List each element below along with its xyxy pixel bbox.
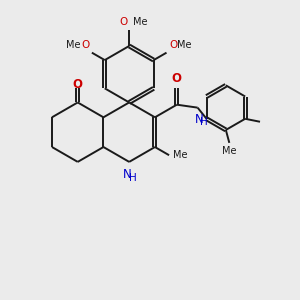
Text: Me: Me <box>222 146 237 156</box>
Text: O: O <box>119 17 128 27</box>
Text: O: O <box>169 40 177 50</box>
Text: H: H <box>200 117 208 127</box>
Text: H: H <box>129 173 136 183</box>
Text: O: O <box>172 72 182 85</box>
Text: Me: Me <box>177 40 191 50</box>
Text: Me: Me <box>173 150 187 160</box>
Text: O: O <box>73 77 83 91</box>
Text: Me: Me <box>133 17 147 27</box>
Text: N: N <box>122 168 131 182</box>
Text: O: O <box>81 40 89 50</box>
Text: N: N <box>195 113 203 126</box>
Text: Me: Me <box>66 40 81 50</box>
